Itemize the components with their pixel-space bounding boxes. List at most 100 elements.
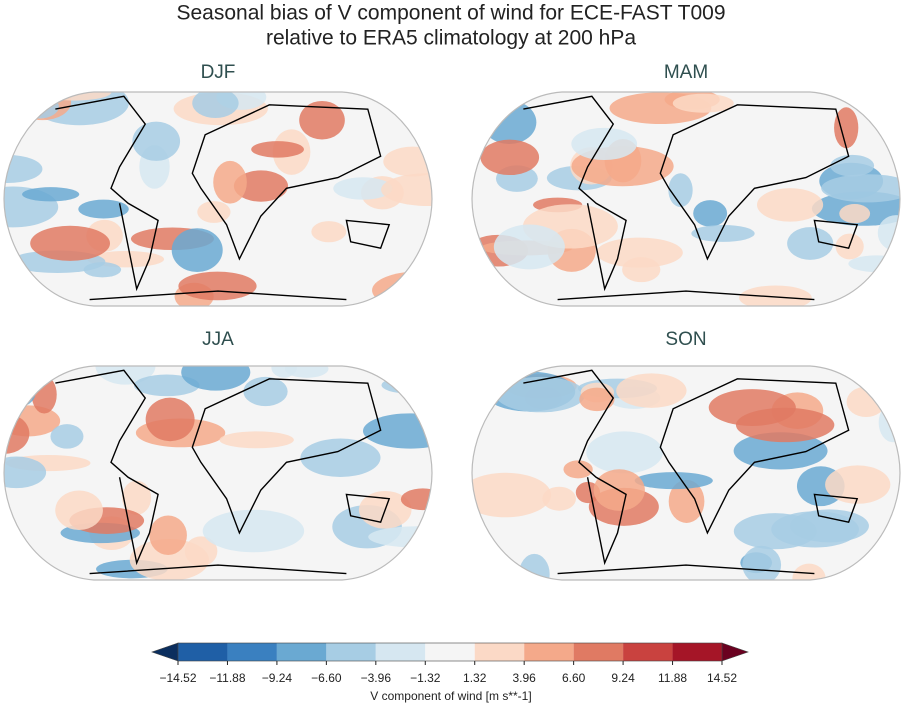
map-panel [472,92,900,306]
bias-blob [563,460,593,479]
bias-blob [571,127,638,161]
colorbar-tick-label: 1.32 [463,671,487,685]
bias-blob [271,366,297,378]
colorbar-over [721,642,749,662]
colorbar-segment [474,643,525,661]
bias-blob [733,432,828,470]
colorbar-tick-label: −1.32 [410,671,441,685]
bias-blob [243,376,288,407]
bias-blob [381,173,432,207]
bias-blob [495,376,586,413]
map-outline [471,91,901,307]
bias-blob [4,456,47,489]
bias-blob [493,224,565,270]
bias-blob [122,480,152,515]
colorbar-tick-label: −14.52 [159,671,196,685]
bias-blob [830,154,875,177]
bias-blob [787,227,834,260]
bias-blob [383,146,432,177]
bias-blob [821,174,900,203]
colorbar-tick-label: −11.88 [209,671,245,685]
bias-blob [129,538,209,580]
colorbar-segment [276,643,327,661]
bias-blob [178,271,257,301]
maps: DJF MAM JJA SON [3,62,901,581]
bias-blob [311,221,347,243]
colorbar-tick-label: 6.60 [562,671,586,685]
colorbar-tick-label: −3.96 [361,671,392,685]
bias-blob [22,187,80,202]
colorbar-label: V component of wind [m s**-1] [370,689,531,703]
colorbar-tick-label: −9.24 [262,671,293,685]
bias-blob [400,488,432,511]
bias-blob [251,141,304,158]
colorbar-tick-label: −6.60 [311,671,342,685]
bias-blob [839,204,871,224]
bias-blob [55,490,103,530]
bias-blob [233,170,289,202]
bias-blob [299,100,345,140]
bias-blob [20,94,59,119]
bias-blob [634,472,713,490]
colorbar-segment [623,643,673,661]
map-outline [3,365,433,581]
bias-blob [693,200,728,227]
bias-blob [132,121,181,161]
colorbar-segment [573,643,624,661]
bias-blob [480,139,540,176]
bias-blob [300,438,381,478]
bias-blob [875,366,900,385]
bias-blob [579,387,615,412]
bias-blob [742,545,782,580]
bias-blob [691,224,755,242]
coastline [523,369,859,575]
panel-title: MAM [664,62,708,83]
bias-blob [83,262,122,278]
bias-blob [30,225,111,261]
bias-blob [181,366,251,391]
colorbar: −14.52 −11.88 −9.24 −6.60 −3.96 −1.32 1.32 3.96… [151,642,749,685]
bias-blob [362,413,432,449]
colorbar-under [151,642,179,662]
bias-blob [381,376,432,394]
title-line: relative to ERA5 climatology at 200 hPa [266,27,636,50]
bias-blob [472,472,552,518]
colorbar-tick-label: 14.52 [707,671,737,685]
panel-title: DJF [201,62,236,83]
colorbar-segment [672,643,722,661]
colorbar-segment [524,643,574,661]
bias-blob [202,509,305,553]
bias-blob [133,374,200,397]
colorbar-tick-label: 3.96 [513,671,537,685]
bias-blob [333,177,393,200]
bias-blob [586,431,663,474]
bias-blob [219,431,294,449]
bias-blob [149,515,187,555]
title-line: Seasonal bias of V component of wind for… [176,2,725,25]
bias-blob [542,486,576,511]
bias-blob [145,397,195,442]
colorbar-segment [178,643,228,661]
bias-blob [792,563,826,580]
bias-blob [596,237,683,268]
bias-blob [825,465,891,504]
bias-blob [672,93,734,113]
map-outline [3,91,433,307]
colorbar-segment [375,643,426,661]
panel-title: JJA [202,329,234,350]
map-outline [471,365,901,581]
bias-blob [622,257,661,283]
map-panel [4,92,432,306]
coastline [55,369,391,575]
bias-blob [78,199,129,219]
panel-title: SON [665,329,706,350]
bias-blob [192,92,239,118]
bias-blob [50,424,84,449]
bias-blob [284,366,329,378]
bias-blob [197,201,231,223]
map-panel [4,366,432,580]
bias-blob [668,479,705,523]
bias-blob [756,188,824,222]
bias-blob [735,407,835,443]
